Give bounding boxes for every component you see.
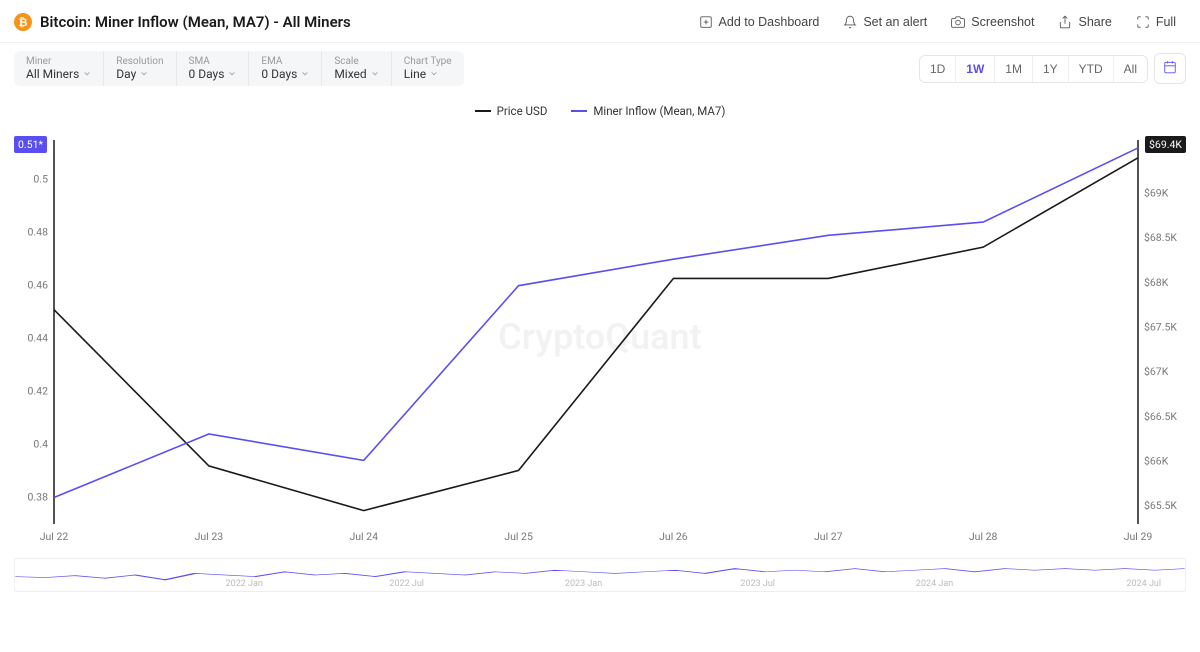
plus-square-icon [699,15,713,29]
full-button[interactable]: Full [1126,10,1186,34]
chevron-down-icon [430,70,438,78]
filter-sma[interactable]: SMA 0 Days [177,51,250,86]
chevron-down-icon [371,70,379,78]
filter-resolution-value: Day [116,67,136,81]
svg-text:$65.5K: $65.5K [1144,499,1177,512]
legend-inflow-label: Miner Inflow (Mean, MA7) [593,104,725,118]
navigator-chart[interactable]: 2022 Jan 2022 Jul 2023 Jan 2023 Jul 2024 Jan… [14,558,1186,592]
filter-sma-value: 0 Days [189,67,225,81]
chevron-down-icon [83,70,91,78]
svg-text:Jul 28: Jul 28 [969,530,998,543]
legend-inflow-swatch [571,110,587,112]
svg-text:0.38: 0.38 [28,491,49,504]
filter-miner[interactable]: Miner All Miners [14,51,104,86]
share-button[interactable]: Share [1048,10,1121,34]
svg-text:Jul 27: Jul 27 [814,530,843,543]
range-1w[interactable]: 1W [956,56,995,82]
bitcoin-icon: ₿ [14,13,32,31]
svg-text:0.5: 0.5 [33,173,48,186]
filter-scale[interactable]: Scale Mixed [322,51,391,86]
page-title: Bitcoin: Miner Inflow (Mean, MA7) - All … [40,13,351,31]
svg-text:0.46: 0.46 [28,279,49,292]
share-label: Share [1078,15,1111,29]
filter-sma-label: SMA [189,56,237,67]
range-1d[interactable]: 1D [920,56,956,82]
bell-icon [843,15,857,29]
svg-text:$68.5K: $68.5K [1144,231,1177,244]
svg-text:Jul 24: Jul 24 [349,530,378,543]
svg-text:$67.5K: $67.5K [1144,321,1177,334]
legend-price: Price USD [475,104,548,118]
screenshot-label: Screenshot [971,15,1034,29]
filter-chart-type-value: Line [404,67,426,81]
share-icon [1058,15,1072,29]
legend-inflow: Miner Inflow (Mean, MA7) [571,104,725,118]
add-dashboard-button[interactable]: Add to Dashboard [689,10,830,34]
filter-bar: Miner All Miners Resolution Day SMA 0 Da… [14,51,464,86]
svg-text:$68K: $68K [1144,276,1169,289]
svg-text:0.48: 0.48 [28,226,49,239]
chart-svg: 0.38 0.4 0.42 0.44 0.46 0.48 0.5 $65.5K $66K $66.… [14,122,1186,552]
filter-scale-label: Scale [334,56,378,67]
svg-text:$67K: $67K [1144,365,1169,378]
filter-chart-type[interactable]: Chart Type Line [392,51,464,86]
svg-text:$66.5K: $66.5K [1144,410,1177,423]
filter-chart-type-label: Chart Type [404,56,452,67]
left-axis-current-badge: 0.51* [14,136,47,153]
expand-icon [1136,15,1150,29]
right-axis-current-badge: $69.4K [1145,136,1186,153]
range-1m[interactable]: 1M [995,56,1033,82]
filter-scale-value: Mixed [334,67,366,81]
svg-text:Jul 26: Jul 26 [659,530,688,543]
filter-resolution[interactable]: Resolution Day [104,51,176,86]
mini-label: 2022 Jul [389,579,424,589]
filter-miner-label: Miner [26,56,91,67]
camera-icon [951,15,965,29]
svg-text:0.42: 0.42 [28,385,49,398]
range-ytd[interactable]: YTD [1069,56,1114,82]
filter-ema-value: 0 Days [261,67,297,81]
set-alert-button[interactable]: Set an alert [833,10,937,34]
range-1y[interactable]: 1Y [1033,56,1069,82]
mini-label: 2022 Jan [226,579,263,589]
chevron-down-icon [140,70,148,78]
mini-label: 2024 Jan [916,579,953,589]
full-label: Full [1156,15,1176,29]
calendar-icon [1163,60,1177,74]
chevron-down-icon [228,70,236,78]
screenshot-button[interactable]: Screenshot [941,10,1044,34]
filter-ema[interactable]: EMA 0 Days [249,51,322,86]
filter-resolution-label: Resolution [116,56,163,67]
svg-text:Jul 25: Jul 25 [504,530,533,543]
range-selector: 1D1W1M1YYTDAll [919,55,1148,83]
chevron-down-icon [301,70,309,78]
legend: Price USD Miner Inflow (Mean, MA7) [0,94,1200,122]
svg-text:Jul 22: Jul 22 [40,530,69,543]
svg-text:Jul 29: Jul 29 [1124,530,1153,543]
svg-text:0.44: 0.44 [28,332,49,345]
mini-label: 2023 Jul [740,579,775,589]
main-chart[interactable]: 0.51* $69.4K 0.38 0.4 0.42 0.44 0.46 0.48 0.5 $… [14,122,1186,552]
svg-text:0.4: 0.4 [33,438,48,451]
range-all[interactable]: All [1114,56,1147,82]
svg-text:$66K: $66K [1144,454,1169,467]
legend-price-swatch [475,110,491,112]
add-dashboard-label: Add to Dashboard [719,15,820,29]
mini-label: 2024 Jul [1127,579,1162,589]
filter-ema-label: EMA [261,56,309,67]
set-alert-label: Set an alert [863,15,927,29]
svg-text:$69K: $69K [1144,187,1169,200]
filter-miner-value: All Miners [26,67,79,81]
calendar-button[interactable] [1154,53,1186,84]
legend-price-label: Price USD [497,104,548,118]
mini-label: 2023 Jan [565,579,602,589]
svg-text:Jul 23: Jul 23 [195,530,224,543]
